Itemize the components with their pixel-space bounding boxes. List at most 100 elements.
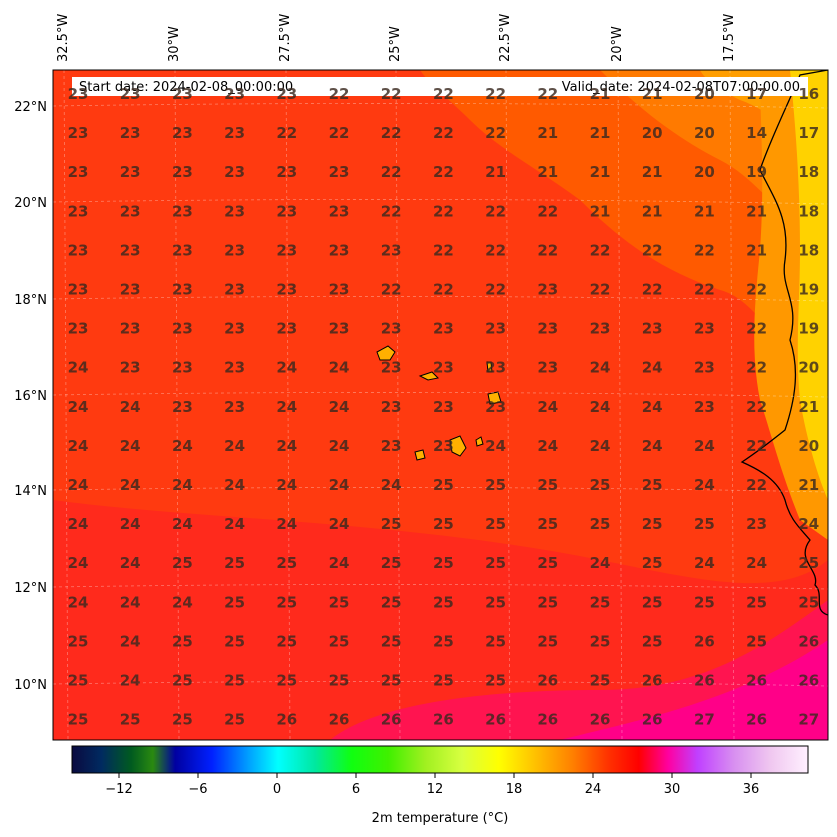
grid-value: 25 bbox=[798, 593, 819, 611]
grid-value: 23 bbox=[120, 320, 141, 338]
grid-value: 23 bbox=[224, 124, 245, 142]
grid-value: 24 bbox=[172, 515, 193, 533]
grid-value: 25 bbox=[642, 554, 663, 572]
grid-value: 24 bbox=[642, 398, 663, 416]
grid-value: 24 bbox=[224, 476, 245, 494]
grid-value: 23 bbox=[329, 241, 350, 259]
colorbar-ticks: −12 −6 0 6 12 18 24 30 36 bbox=[105, 773, 759, 797]
latitude-label: 20°N bbox=[14, 196, 47, 211]
grid-value: 23 bbox=[276, 85, 297, 103]
grid-value: 24 bbox=[68, 515, 89, 533]
grid-value: 25 bbox=[381, 672, 402, 690]
grid-value: 22 bbox=[276, 124, 297, 142]
grid-value: 23 bbox=[68, 202, 89, 220]
grid-value: 23 bbox=[224, 241, 245, 259]
grid-value: 24 bbox=[120, 515, 141, 533]
grid-value: 25 bbox=[485, 554, 506, 572]
graticule bbox=[52, 69, 829, 741]
grid-value: 26 bbox=[746, 672, 767, 690]
grid-value: 24 bbox=[68, 593, 89, 611]
grid-value: 25 bbox=[329, 632, 350, 650]
grid-value: 25 bbox=[433, 554, 454, 572]
grid-value: 23 bbox=[537, 320, 558, 338]
meridian-line bbox=[395, 69, 401, 741]
grid-value: 24 bbox=[120, 437, 141, 455]
grid-value: 26 bbox=[694, 632, 715, 650]
grid-value: 23 bbox=[120, 359, 141, 377]
grid-value: 23 bbox=[224, 398, 245, 416]
meridian-line bbox=[729, 69, 735, 741]
grid-value: 23 bbox=[224, 85, 245, 103]
grid-value: 20 bbox=[694, 85, 715, 103]
meridian-line bbox=[505, 69, 511, 741]
grid-value: 22 bbox=[590, 241, 611, 259]
date-banner bbox=[72, 77, 808, 96]
grid-value: 22 bbox=[694, 281, 715, 299]
grid-value: 26 bbox=[537, 672, 558, 690]
grid-value: 26 bbox=[537, 711, 558, 729]
grid-value: 25 bbox=[224, 632, 245, 650]
latitude-label: 14°N bbox=[14, 484, 47, 499]
grid-value: 24 bbox=[68, 398, 89, 416]
grid-value: 20 bbox=[694, 163, 715, 181]
grid-value: 21 bbox=[485, 163, 506, 181]
colorbar-tick-label: −6 bbox=[188, 782, 207, 797]
grid-value: 26 bbox=[590, 711, 611, 729]
latitude-label: 12°N bbox=[14, 581, 47, 596]
grid-value: 25 bbox=[537, 632, 558, 650]
map-frame bbox=[52, 69, 829, 741]
grid-value: 24 bbox=[329, 476, 350, 494]
grid-value: 23 bbox=[120, 202, 141, 220]
grid-value: 22 bbox=[694, 241, 715, 259]
colorbar-tick-label: 36 bbox=[743, 782, 760, 797]
colorbar-tick-label: 24 bbox=[585, 782, 602, 797]
grid-value: 24 bbox=[120, 593, 141, 611]
grid-value: 25 bbox=[172, 672, 193, 690]
grid-value: 23 bbox=[68, 163, 89, 181]
longitude-label: 17.5°W bbox=[722, 14, 737, 62]
grid-value: 24 bbox=[276, 515, 297, 533]
grid-value: 26 bbox=[694, 672, 715, 690]
grid-value: 23 bbox=[329, 320, 350, 338]
grid-value: 25 bbox=[224, 672, 245, 690]
grid-value: 25 bbox=[485, 632, 506, 650]
grid-value: 17 bbox=[798, 124, 819, 142]
grid-value: 25 bbox=[224, 593, 245, 611]
grid-value: 23 bbox=[694, 359, 715, 377]
grid-value: 25 bbox=[224, 554, 245, 572]
longitude-labels: 32.5°W 30°W 27.5°W 25°W 22.5°W 20°W 17.5°W bbox=[56, 14, 737, 62]
grid-value: 25 bbox=[590, 672, 611, 690]
grid-value: 23 bbox=[433, 437, 454, 455]
grid-value: 21 bbox=[537, 124, 558, 142]
grid-value: 24 bbox=[68, 476, 89, 494]
grid-value: 22 bbox=[433, 85, 454, 103]
parallel-line bbox=[52, 584, 829, 590]
grid-value: 24 bbox=[537, 437, 558, 455]
grid-value: 24 bbox=[172, 437, 193, 455]
grid-value: 26 bbox=[433, 711, 454, 729]
grid-value: 23 bbox=[172, 359, 193, 377]
grid-value: 21 bbox=[798, 476, 819, 494]
grid-value: 23 bbox=[172, 241, 193, 259]
grid-value: 25 bbox=[537, 593, 558, 611]
grid-value: 22 bbox=[433, 281, 454, 299]
grid-value: 23 bbox=[590, 320, 611, 338]
grid-value: 22 bbox=[746, 398, 767, 416]
grid-value: 23 bbox=[381, 398, 402, 416]
grid-value: 21 bbox=[590, 163, 611, 181]
grid-value: 20 bbox=[694, 124, 715, 142]
latitude-label: 16°N bbox=[14, 389, 47, 404]
grid-value: 25 bbox=[276, 632, 297, 650]
grid-value: 26 bbox=[329, 711, 350, 729]
grid-value: 23 bbox=[276, 163, 297, 181]
grid-value: 23 bbox=[485, 398, 506, 416]
grid-value: 19 bbox=[798, 281, 819, 299]
grid-value: 23 bbox=[172, 320, 193, 338]
grid-value: 19 bbox=[746, 163, 767, 181]
grid-value: 23 bbox=[381, 320, 402, 338]
grid-value: 25 bbox=[590, 476, 611, 494]
island-sal bbox=[486, 361, 493, 373]
grid-value: 23 bbox=[172, 85, 193, 103]
valid-date: Valid_date: 2024-02-08T07:00:00.00 bbox=[562, 80, 800, 95]
